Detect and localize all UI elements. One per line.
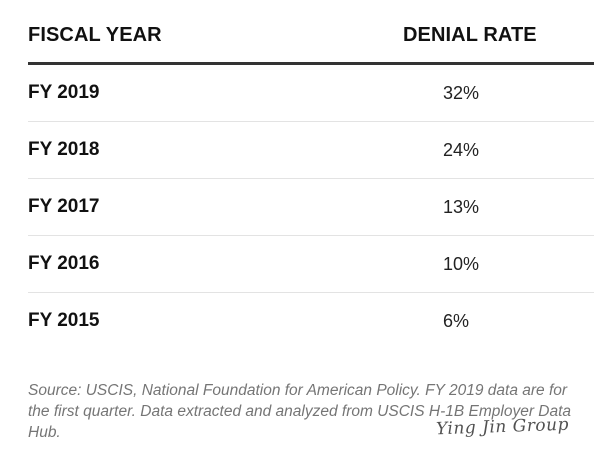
denial-rate-column-header: DENIAL RATE [314,8,594,65]
denial-rate-cell: 10% [314,235,594,293]
denial-rate-cell: 24% [314,121,594,179]
table-row: FY 2015 6% [28,293,594,350]
denial-rate-cell: 13% [314,178,594,236]
fiscal-year-cell: FY 2018 [28,121,314,179]
table-row: FY 2018 24% [28,121,594,179]
table-header-row: FISCAL YEAR DENIAL RATE [28,8,594,65]
table-row: FY 2016 10% [28,235,594,293]
denial-rate-table: FISCAL YEAR DENIAL RATE FY 2019 32% FY 2… [28,8,594,349]
table-header: FISCAL YEAR DENIAL RATE [28,8,594,65]
fiscal-year-cell: FY 2017 [28,178,314,236]
denial-rate-cell: 6% [443,310,470,331]
table-body: FY 2019 32% FY 2018 24% FY 2017 13% FY 2… [28,63,594,350]
source-note: Source: USCIS, National Foundation for A… [28,382,572,441]
denial-rate-cell: 32% [314,63,594,122]
fiscal-year-cell: FY 2016 [28,235,314,293]
fiscal-year-cell: FY 2015 [28,310,100,331]
fiscal-year-column-header: FISCAL YEAR [28,8,314,65]
fiscal-year-cell: FY 2019 [28,63,314,122]
table-row: FY 2017 13% [28,178,594,236]
table-row: FY 2019 32% [28,63,594,122]
